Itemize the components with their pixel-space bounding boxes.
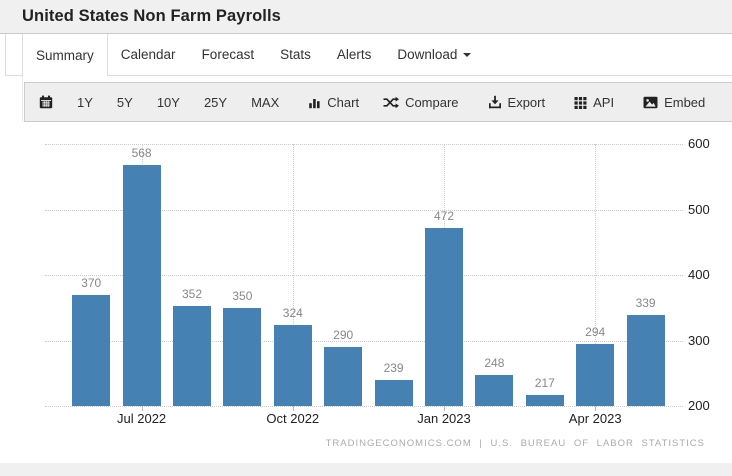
bar-value-label: 352: [181, 287, 203, 302]
bar-sep-2022[interactable]: [223, 307, 262, 406]
bar-value-label: 248: [484, 355, 505, 370]
bar-value-label: 324: [282, 305, 303, 320]
shuffle-icon: [383, 96, 400, 108]
tab-calendar-label: Calendar: [120, 47, 176, 62]
tab-stats-label: Stats: [280, 47, 311, 62]
range-1y-label: 1Y: [77, 94, 93, 110]
bar-value-label: 339: [635, 295, 656, 310]
image-icon: [643, 96, 658, 108]
range-max-button[interactable]: MAX: [239, 95, 291, 110]
chevron-down-icon: [463, 52, 472, 57]
chart-button-label: Chart: [327, 94, 360, 110]
download-icon: [488, 95, 501, 109]
tab-forecast-label: Forecast: [201, 47, 255, 62]
y-gridline: [45, 209, 683, 211]
bar-value-label: 568: [131, 145, 152, 160]
bar-feb-2023[interactable]: [475, 374, 514, 406]
bar-value-label: 370: [81, 275, 102, 290]
x-axis-label: Apr 2023: [568, 411, 622, 426]
x-gridline: [292, 144, 294, 406]
compare-button-label: Compare: [405, 94, 459, 110]
embed-button-label: Embed: [664, 94, 706, 110]
tab-calendar[interactable]: Calendar: [108, 34, 189, 75]
export-button[interactable]: Export: [476, 95, 558, 110]
bar-value-label: 294: [585, 325, 606, 340]
chart-type-button[interactable]: Chart: [296, 95, 371, 110]
range-max-label: MAX: [251, 94, 280, 110]
bar-dec-2022[interactable]: [374, 380, 413, 406]
attribution-text: TRADINGECONOMICS.COM | U.S. BUREAU OF LA…: [325, 438, 705, 449]
bar-jun-2022[interactable]: [72, 294, 111, 406]
bar-value-label: 217: [534, 375, 555, 390]
tab-forecast[interactable]: Forecast: [189, 34, 268, 75]
y-gridline: [45, 340, 683, 342]
tab-bar: Summary Calendar Forecast Stats Alerts D…: [5, 34, 732, 76]
y-axis-label: 500: [688, 201, 710, 217]
range-25y-label: 25Y: [203, 94, 228, 110]
api-button[interactable]: API: [562, 95, 626, 110]
bar-nov-2022[interactable]: [324, 347, 363, 406]
bar-oct-2022[interactable]: [273, 324, 312, 406]
tab-alerts-label: Alerts: [336, 47, 372, 62]
x-axis-label: Jan 2023: [417, 411, 471, 426]
range-10y-button[interactable]: 10Y: [145, 95, 192, 110]
embed-button[interactable]: Embed: [631, 95, 717, 110]
page-background-strip: [0, 463, 732, 476]
page-title: United States Non Farm Payrolls: [22, 7, 281, 25]
y-axis-label: 400: [688, 267, 710, 282]
bar-apr-2023[interactable]: [576, 344, 615, 406]
tab-summary-label: Summary: [36, 47, 94, 63]
x-axis-tick: [595, 406, 597, 411]
bar-chart-icon: [309, 98, 320, 108]
bar-value-label: 239: [383, 361, 404, 376]
y-axis-label: 200: [688, 398, 710, 413]
bar-mar-2023[interactable]: [525, 394, 564, 406]
bar-aug-2022[interactable]: [173, 306, 211, 406]
range-5y-button[interactable]: 5Y: [105, 95, 145, 110]
tab-alerts[interactable]: Alerts: [324, 34, 385, 75]
tab-download-label: Download: [397, 47, 458, 62]
y-gridline: [45, 144, 683, 145]
x-axis-label: Oct 2022: [266, 411, 320, 426]
range-1y-button[interactable]: 1Y: [65, 95, 105, 110]
date-range-button[interactable]: [27, 95, 65, 109]
range-5y-label: 5Y: [116, 94, 133, 110]
range-25y-button[interactable]: 25Y: [192, 95, 239, 110]
y-axis-label: 600: [688, 136, 710, 151]
tab-stats[interactable]: Stats: [267, 34, 324, 75]
title-bar: United States Non Farm Payrolls: [0, 0, 732, 34]
x-axis-tick: [444, 406, 445, 411]
chart-toolbar: 1Y 5Y 10Y 25Y MAX Chart Compare Export: [24, 82, 732, 122]
bar-jul-2022[interactable]: [122, 164, 161, 406]
y-gridline: [45, 406, 683, 407]
compare-button[interactable]: Compare: [371, 95, 470, 110]
y-axis-label: 300: [688, 332, 710, 348]
x-axis-tick: [292, 406, 294, 411]
x-axis-tick: [141, 406, 143, 411]
bar-may-2023[interactable]: [626, 314, 665, 406]
x-axis-label: Jul 2022: [117, 411, 167, 426]
export-button-label: Export: [507, 94, 546, 110]
bar-value-label: 350: [232, 288, 253, 303]
calendar-icon: [39, 95, 53, 109]
payrolls-chart: TRADINGECONOMICS.COM | U.S. BUREAU OF LA…: [22, 122, 732, 463]
bar-value-label: 290: [333, 328, 354, 343]
tab-summary[interactable]: Summary: [22, 34, 108, 76]
x-gridline: [595, 144, 597, 406]
api-button-label: API: [593, 94, 615, 110]
y-gridline: [45, 275, 683, 276]
bar-jan-2023[interactable]: [425, 227, 463, 406]
tab-download[interactable]: Download: [384, 34, 484, 75]
bar-value-label: 472: [433, 208, 455, 223]
range-10y-label: 10Y: [156, 94, 180, 110]
grid-icon: [574, 96, 587, 109]
